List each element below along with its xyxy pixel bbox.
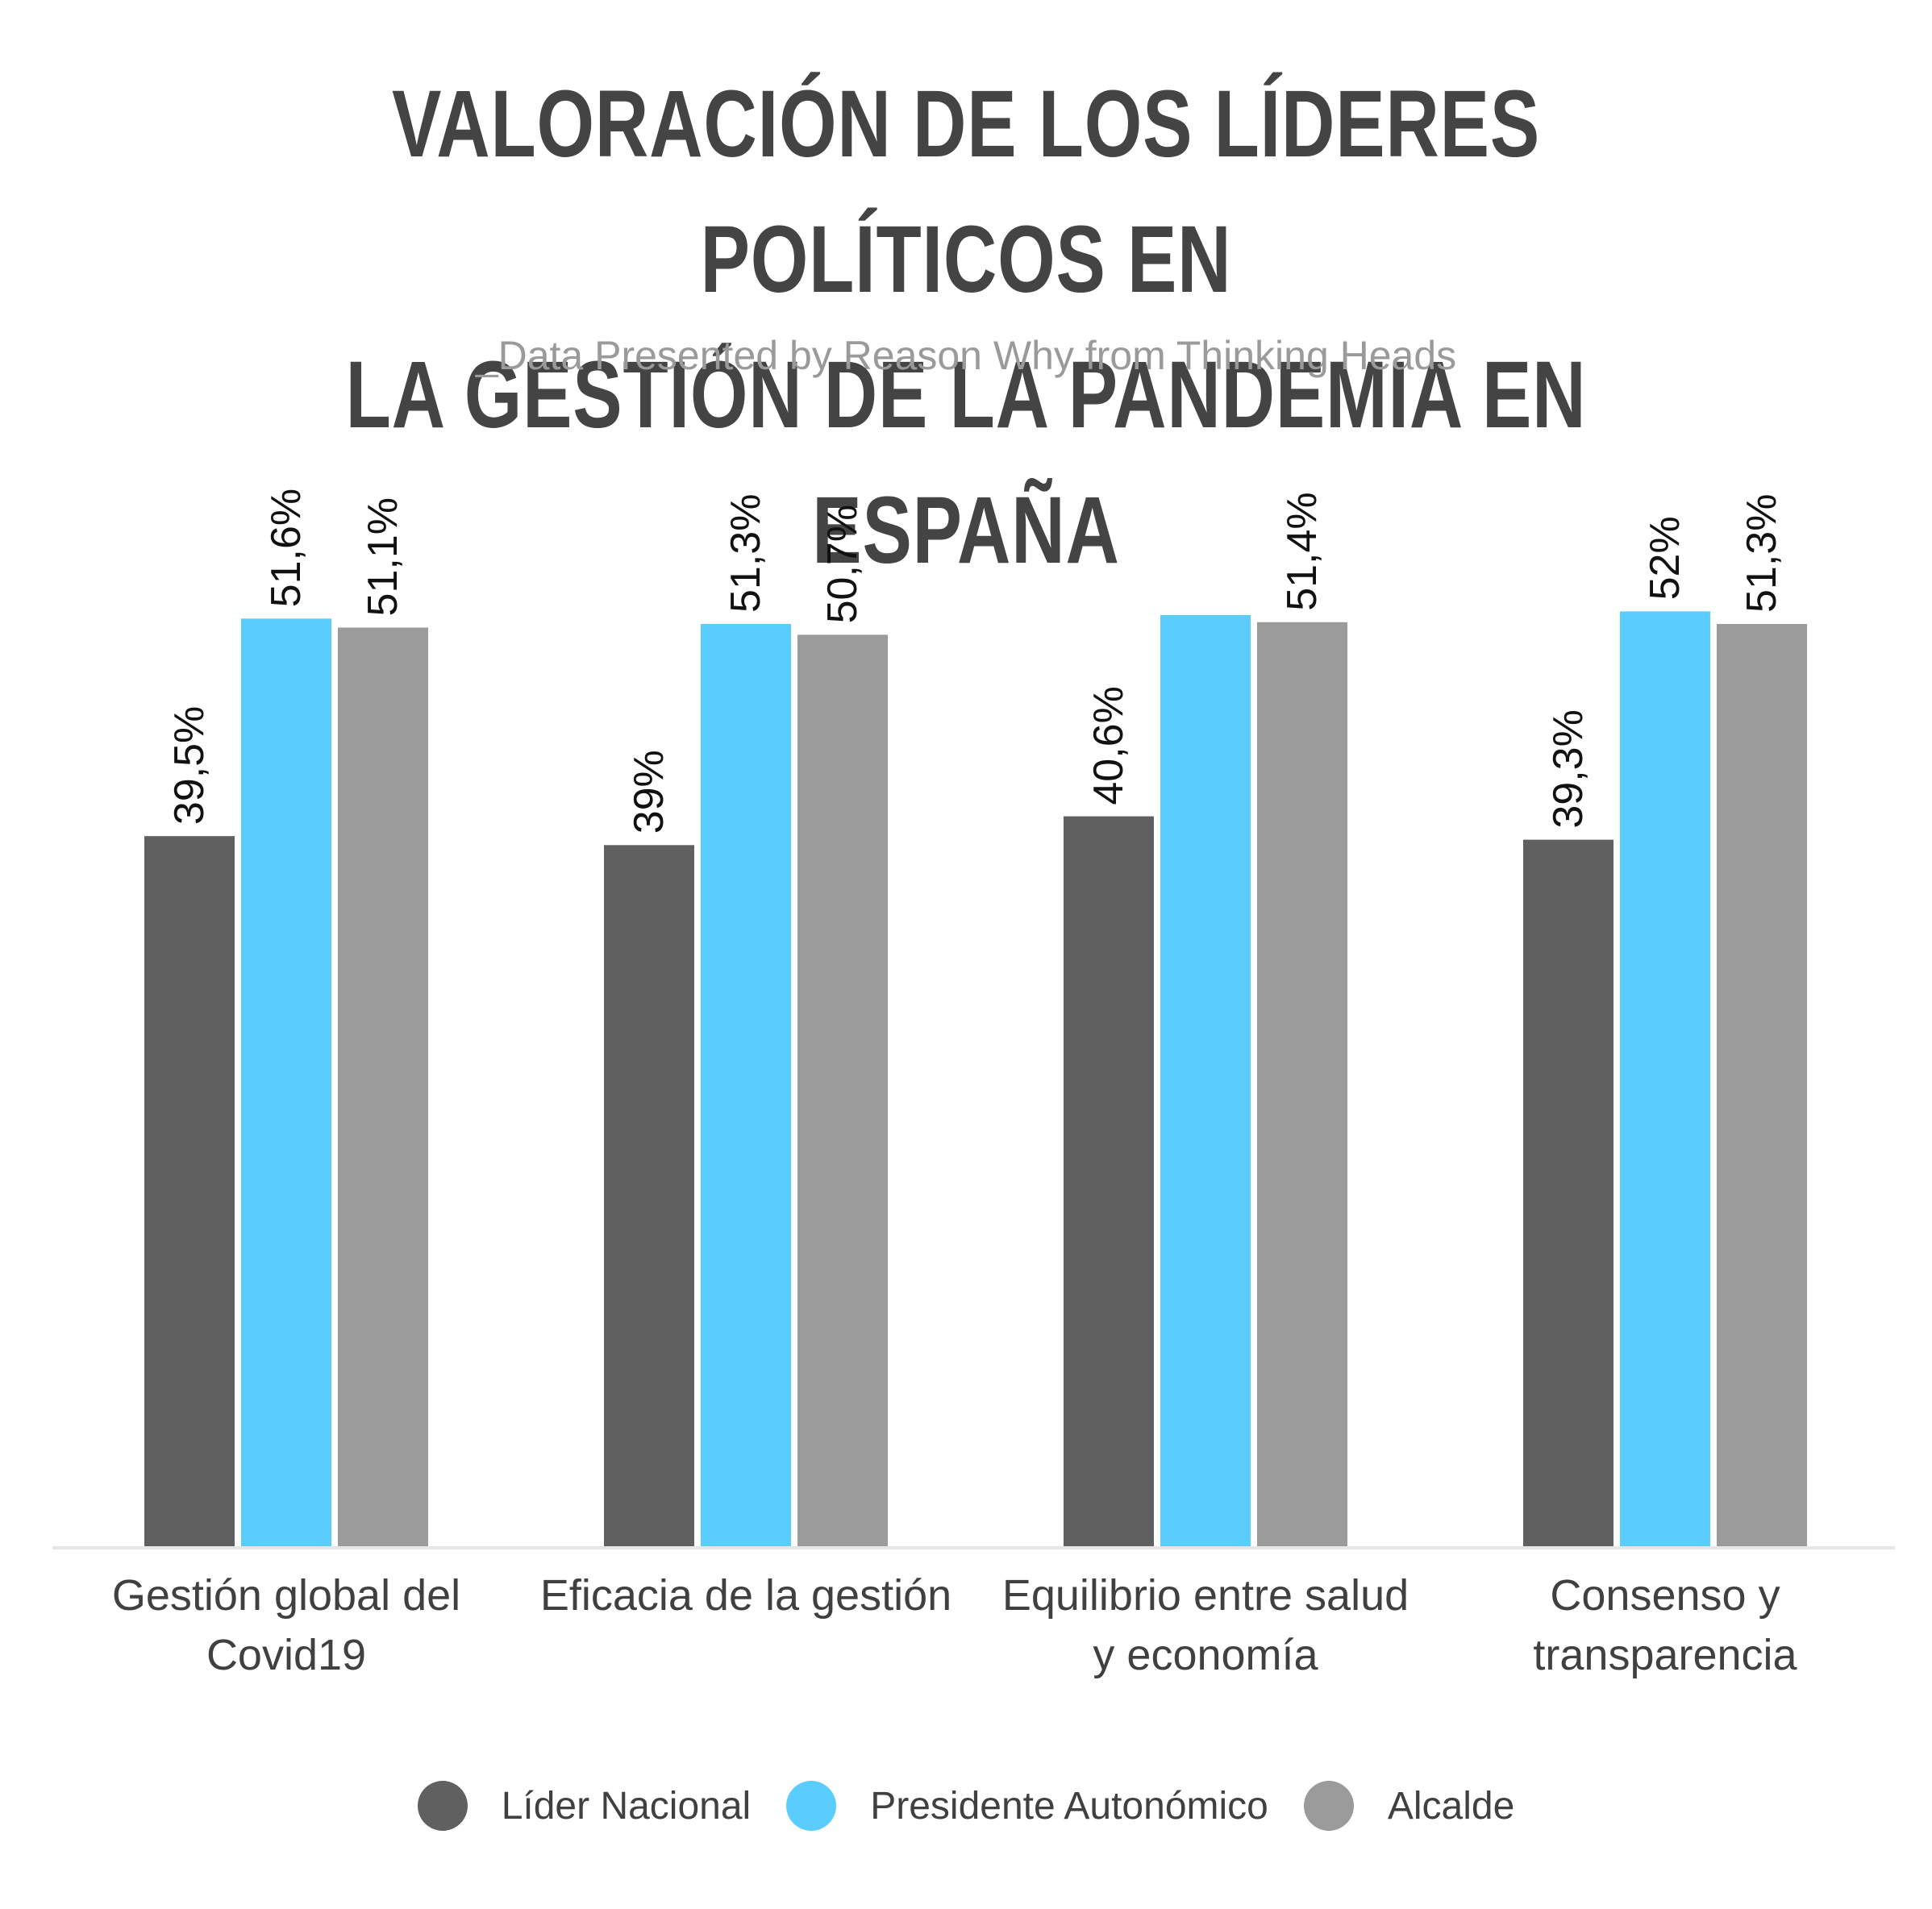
title-line-2: LA GESTIÓN DE LA PANDEMIA EN ESPAÑA (345, 342, 1587, 584)
legend-swatch (417, 1781, 468, 1831)
legend-label: Alcalde (1387, 1784, 1515, 1828)
bar (1257, 622, 1347, 1546)
chart-title: VALORACIÓN DE LOS LÍDERES POLÍTICOS EN L… (213, 56, 1720, 598)
legend-item: Alcalde (1303, 1781, 1515, 1831)
legend-label: Líder Nacional (501, 1784, 752, 1828)
category-label-line: Equilibrio entre salud (1001, 1571, 1409, 1620)
category-label: Equilibrio entre salud y economía (980, 1566, 1431, 1685)
data-label: 40,6% (1085, 686, 1132, 805)
category-label: Eficacia de la gestión (520, 1566, 972, 1625)
legend-swatch (786, 1781, 837, 1831)
data-label: 51,6% (263, 489, 310, 607)
data-label: 51,3% (722, 494, 769, 613)
bar (701, 624, 791, 1546)
bar (1160, 614, 1251, 1546)
data-label: 39% (626, 750, 672, 834)
data-label: 39,5% (166, 706, 213, 825)
legend-item: Líder Nacional (417, 1781, 752, 1831)
legend-item: Presidente Autonómico (786, 1781, 1268, 1831)
title-line-1: VALORACIÓN DE LOS LÍDERES POLÍTICOS EN (391, 71, 1541, 313)
bar (1717, 624, 1807, 1546)
bar (1523, 839, 1613, 1546)
bar (1620, 611, 1710, 1546)
chart-legend: Líder Nacional Presidente Autonómico Alcal… (0, 1774, 1932, 1838)
category-label-line: Gestión global del (111, 1571, 461, 1620)
chart-subtitle: _Data Presented by Reason Why from Think… (475, 333, 1457, 378)
bar (604, 845, 694, 1546)
category-label-line: Consenso y (1550, 1571, 1780, 1620)
category-label: Gestión global del Covid19 (60, 1566, 512, 1685)
data-label: 51,4% (1279, 492, 1326, 610)
bar (144, 836, 235, 1546)
data-label: 50,7% (819, 505, 866, 623)
bar (241, 618, 331, 1546)
legend-swatch (1303, 1781, 1354, 1831)
category-label-line: transparencia (1533, 1631, 1797, 1679)
data-label: 51,3% (1738, 494, 1785, 613)
data-label: 52% (1642, 516, 1688, 600)
bar (338, 627, 428, 1546)
category-label-line: Covid19 (206, 1631, 367, 1679)
category-label: Consenso y transparencia (1439, 1566, 1891, 1685)
data-label: 51,1% (360, 497, 406, 616)
category-label-line: Eficacia de la gestión (539, 1571, 952, 1620)
legend-label: Presidente Autonómico (870, 1784, 1268, 1828)
category-label-line: y economía (1093, 1631, 1318, 1679)
data-label: 39,3% (1545, 709, 1592, 828)
bar (1064, 816, 1154, 1546)
bar (797, 634, 888, 1546)
